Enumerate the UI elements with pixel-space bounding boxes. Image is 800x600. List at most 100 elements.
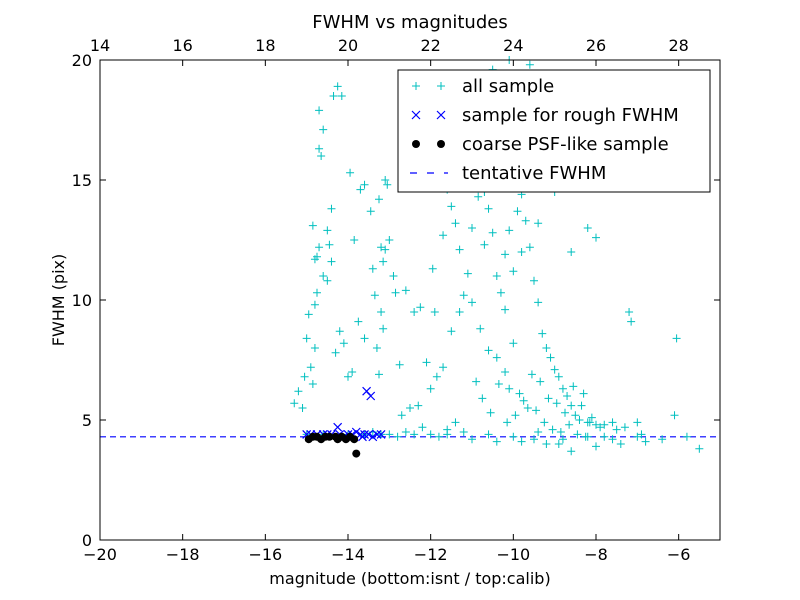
all-sample-point bbox=[337, 92, 346, 100]
all-sample-point bbox=[556, 428, 565, 436]
all-sample-point bbox=[620, 423, 629, 432]
y-axis-label: FWHM (pix) bbox=[49, 254, 68, 347]
x-tick-label: −6 bbox=[667, 545, 691, 564]
all-sample-point bbox=[579, 389, 588, 398]
all-sample-point bbox=[317, 152, 326, 160]
all-sample-point bbox=[525, 243, 534, 252]
all-sample-point bbox=[304, 310, 313, 319]
top-tick-label: 14 bbox=[90, 36, 110, 55]
all-sample-point bbox=[484, 430, 493, 439]
all-sample-point bbox=[530, 435, 538, 444]
all-sample-point bbox=[488, 228, 497, 237]
all-sample-point bbox=[513, 207, 522, 216]
y-tick-label: 10 bbox=[72, 291, 92, 310]
all-sample-point bbox=[550, 365, 559, 374]
all-sample-point bbox=[428, 264, 437, 273]
all-sample-point bbox=[527, 370, 536, 379]
all-sample-point bbox=[567, 401, 576, 410]
top-tick-label: 20 bbox=[338, 36, 358, 55]
all-sample-point bbox=[536, 377, 545, 386]
all-sample-point bbox=[517, 437, 526, 446]
all-sample-point bbox=[368, 264, 377, 273]
x-tick-label: −18 bbox=[166, 545, 200, 564]
top-tick-label: 18 bbox=[255, 36, 275, 55]
all-sample-point bbox=[463, 269, 472, 278]
all-sample-point bbox=[455, 245, 464, 254]
all-sample-point bbox=[327, 204, 336, 213]
all-sample-point bbox=[585, 418, 594, 427]
all-sample-point bbox=[306, 363, 315, 372]
y-tick-label: 5 bbox=[82, 411, 92, 430]
top-tick-label: 22 bbox=[420, 36, 440, 55]
legend-marker-coarse bbox=[412, 140, 420, 148]
all-sample-point bbox=[523, 404, 532, 412]
all-sample-point bbox=[567, 447, 576, 456]
legend-label-all: all sample bbox=[462, 76, 554, 97]
axes: −20 −18 −16 −14 −12 −10 −8 −6 14 16 18 20 22 24 26 28 0 5… bbox=[72, 36, 720, 564]
all-sample-point bbox=[561, 408, 569, 417]
legend-label-rough: sample for rough FWHM bbox=[462, 105, 679, 126]
all-sample-point bbox=[486, 408, 495, 417]
all-sample-point bbox=[511, 411, 520, 420]
all-sample-point bbox=[567, 248, 576, 256]
legend-markers bbox=[410, 82, 448, 174]
all-sample-point bbox=[451, 219, 460, 228]
all-sample-point bbox=[315, 243, 324, 252]
x-tick-label: −14 bbox=[331, 545, 365, 564]
all-sample-point bbox=[484, 346, 493, 355]
all-sample-point bbox=[519, 396, 528, 405]
all-sample-point bbox=[534, 428, 543, 436]
all-sample-point bbox=[422, 358, 431, 367]
all-sample-point bbox=[447, 327, 456, 336]
all-sample-point bbox=[389, 272, 398, 280]
all-sample-point bbox=[625, 308, 634, 316]
all-sample-point bbox=[695, 444, 704, 453]
all-sample-point bbox=[401, 428, 410, 436]
all-sample-point bbox=[313, 288, 321, 297]
all-sample-point bbox=[430, 308, 439, 316]
all-sample-point bbox=[616, 440, 625, 448]
all-sample-point bbox=[569, 382, 578, 391]
all-sample-point bbox=[401, 286, 410, 295]
x-tick-label: −8 bbox=[584, 545, 608, 564]
all-sample-point bbox=[583, 224, 592, 232]
all-sample-point bbox=[339, 339, 348, 348]
all-sample-point bbox=[637, 430, 646, 439]
all-sample-point bbox=[406, 404, 414, 412]
all-sample-point bbox=[323, 276, 332, 285]
y-tick-label: 20 bbox=[72, 51, 92, 70]
all-sample-point bbox=[682, 432, 691, 441]
x-tick-label: −12 bbox=[414, 545, 448, 564]
all-sample-point bbox=[329, 92, 338, 100]
all-sample-point bbox=[608, 418, 617, 427]
coarse-psf-point bbox=[333, 435, 342, 444]
all-sample-point bbox=[459, 428, 468, 436]
all-sample-point bbox=[395, 360, 404, 369]
top-tick-label: 26 bbox=[586, 36, 606, 55]
y-tick-label: 0 bbox=[82, 531, 92, 550]
all-sample-point bbox=[534, 298, 543, 307]
all-sample-point bbox=[554, 372, 563, 381]
all-sample-point bbox=[672, 334, 681, 343]
all-sample-point bbox=[571, 411, 580, 420]
all-sample-point bbox=[434, 432, 443, 441]
x-tick-label: −10 bbox=[496, 545, 530, 564]
all-sample-point bbox=[410, 308, 419, 316]
all-sample-point bbox=[532, 406, 541, 415]
all-sample-point bbox=[540, 418, 549, 427]
all-sample-point bbox=[319, 272, 328, 280]
all-sample-point bbox=[509, 432, 518, 441]
all-sample-point bbox=[455, 308, 464, 316]
all-sample-point bbox=[416, 303, 425, 312]
legend-marker-rough bbox=[411, 110, 421, 120]
all-sample-point bbox=[331, 348, 340, 357]
all-sample-point bbox=[377, 243, 386, 252]
rough-fwhm-point bbox=[376, 429, 386, 439]
all-sample-point bbox=[315, 106, 324, 115]
all-sample-point bbox=[381, 245, 390, 254]
all-sample-point bbox=[509, 267, 518, 276]
all-sample-point bbox=[505, 226, 514, 235]
all-sample-point bbox=[375, 195, 383, 204]
all-sample-point bbox=[308, 380, 317, 388]
all-sample-point bbox=[354, 317, 363, 326]
